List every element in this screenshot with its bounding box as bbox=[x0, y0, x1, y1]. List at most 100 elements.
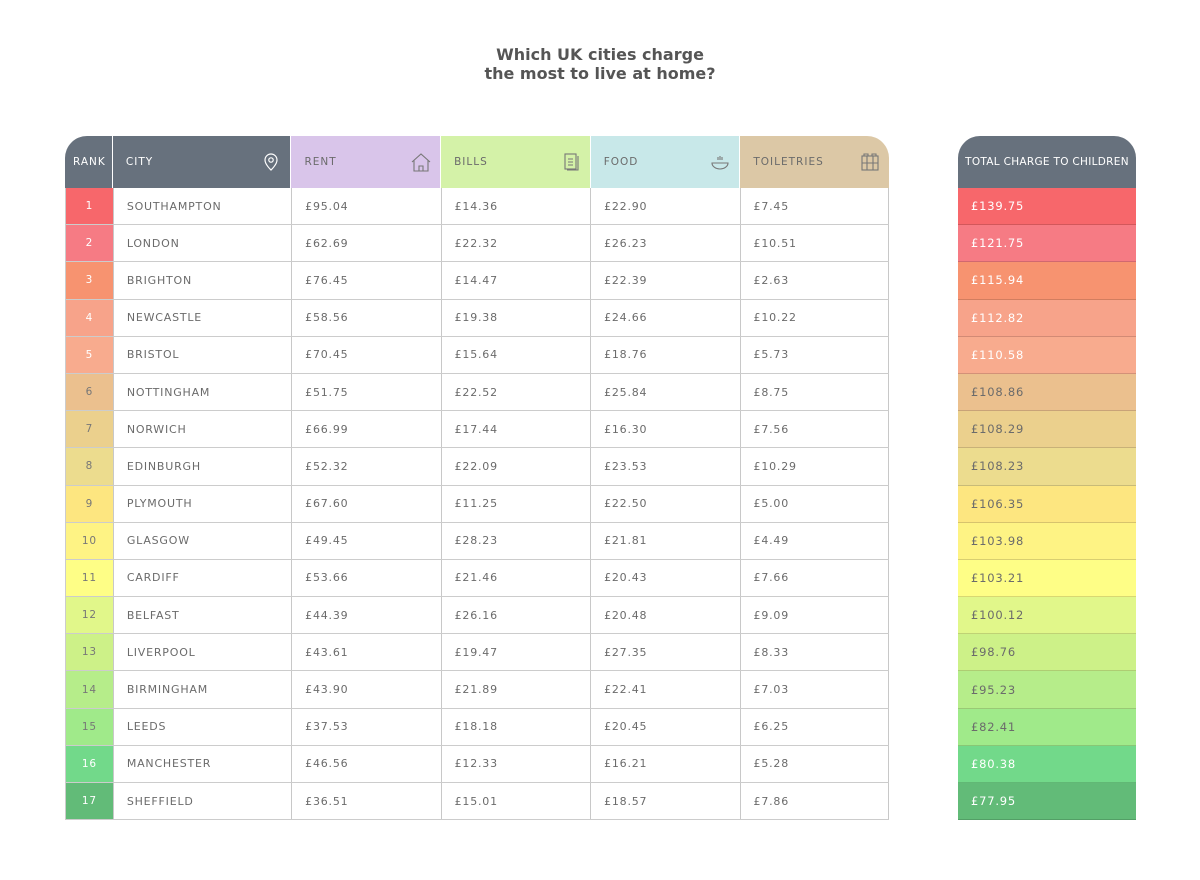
rent-cell: £76.45 bbox=[292, 262, 442, 299]
header-rank: RANK bbox=[65, 136, 113, 188]
rank-cell: 8 bbox=[66, 448, 114, 485]
city-cell: MANCHESTER bbox=[114, 745, 293, 782]
toiletries-cell: £6.25 bbox=[741, 708, 889, 745]
total-cell: £106.35 bbox=[958, 485, 1136, 523]
city-cell: SOUTHAMPTON bbox=[114, 188, 293, 225]
toiletries-cell: £8.75 bbox=[741, 373, 889, 411]
rank-cell: 14 bbox=[66, 671, 114, 708]
rank-cell: 2 bbox=[66, 225, 114, 262]
food-cell: £27.35 bbox=[591, 634, 741, 671]
bills-cell: £15.64 bbox=[442, 336, 592, 373]
rent-cell: £62.69 bbox=[292, 225, 442, 262]
food-cell: £25.84 bbox=[591, 373, 741, 411]
city-cell: NOTTINGHAM bbox=[114, 373, 293, 411]
header-total: TOTAL CHARGE TO CHILDREN bbox=[958, 136, 1136, 188]
house-icon bbox=[411, 153, 431, 172]
city-cell: LEEDS bbox=[114, 708, 293, 745]
rank-cell: 17 bbox=[66, 783, 114, 820]
header-bills: BILLS bbox=[441, 136, 591, 188]
rank-cell: 15 bbox=[66, 708, 114, 745]
total-cell: £95.23 bbox=[958, 671, 1136, 709]
toiletries-cell: £7.03 bbox=[741, 671, 889, 708]
rank-cell: 13 bbox=[66, 634, 114, 671]
toiletries-cell: £5.28 bbox=[741, 745, 889, 782]
header-food-label: FOOD bbox=[603, 156, 639, 168]
rent-cell: £37.53 bbox=[292, 708, 442, 745]
city-cell: GLASGOW bbox=[114, 522, 293, 559]
toiletries-cell: £10.51 bbox=[741, 225, 889, 262]
city-cell: LONDON bbox=[114, 225, 293, 262]
city-cell: NEWCASTLE bbox=[114, 299, 293, 336]
total-cell: £108.23 bbox=[958, 448, 1136, 486]
rank-cell: 3 bbox=[66, 262, 114, 299]
food-cell: £20.48 bbox=[591, 597, 741, 634]
food-cell: £16.21 bbox=[591, 745, 741, 782]
bills-cell: £26.16 bbox=[442, 597, 592, 634]
food-cell: £22.50 bbox=[591, 485, 741, 522]
table-row: 5 BRISTOL £70.45 £15.64 £18.76 £5.73 bbox=[66, 336, 889, 374]
city-cell: BRIGHTON bbox=[114, 262, 293, 299]
rent-cell: £36.51 bbox=[292, 783, 442, 820]
bills-cell: £22.32 bbox=[442, 225, 592, 262]
total-cell: £82.41 bbox=[958, 708, 1136, 746]
food-cell: £16.30 bbox=[591, 411, 741, 448]
table-row: 7 NORWICH £66.99 £17.44 £16.30 £7.56 bbox=[66, 411, 889, 449]
bills-cell: £21.89 bbox=[442, 671, 592, 708]
toiletries-cell: £4.49 bbox=[741, 522, 889, 559]
total-cell: £108.29 bbox=[958, 411, 1136, 449]
bills-cell: £11.25 bbox=[442, 485, 592, 522]
city-cell: NORWICH bbox=[114, 411, 293, 448]
header-bills-label: BILLS bbox=[454, 156, 488, 168]
bills-cell: £12.33 bbox=[442, 745, 592, 782]
document-icon bbox=[564, 153, 579, 171]
rent-cell: £53.66 bbox=[292, 559, 442, 597]
table-row: 9 PLYMOUTH £67.60 £11.25 £22.50 £5.00 bbox=[66, 485, 889, 523]
header-toiletries-label: TOILETRIES bbox=[753, 156, 824, 168]
total-cell: £139.75 bbox=[958, 188, 1136, 226]
bills-cell: £19.38 bbox=[442, 299, 592, 336]
toiletries-icon bbox=[861, 153, 879, 171]
table-row: 16 MANCHESTER £46.56 £12.33 £16.21 £5.28 bbox=[66, 745, 889, 783]
rent-cell: £67.60 bbox=[292, 485, 442, 522]
bills-cell: £14.36 bbox=[442, 188, 592, 225]
food-cell: £22.90 bbox=[591, 188, 741, 225]
rank-cell: 1 bbox=[66, 188, 114, 225]
bills-cell: £15.01 bbox=[442, 783, 592, 820]
bills-cell: £28.23 bbox=[442, 522, 592, 559]
table-row: 8 EDINBURGH £52.32 £22.09 £23.53 £10.29 bbox=[66, 448, 889, 486]
table-row: 6 NOTTINGHAM £51.75 £22.52 £25.84 £8.75 bbox=[66, 373, 889, 412]
total-cell: £77.95 bbox=[958, 783, 1136, 821]
toiletries-cell: £7.45 bbox=[741, 188, 889, 225]
table-header: RANK CITY RENT BILLS FOOD TOILETRIES bbox=[65, 136, 890, 188]
toiletries-cell: £5.00 bbox=[741, 485, 889, 522]
food-cell: £18.57 bbox=[591, 783, 741, 820]
toiletries-cell: £7.56 bbox=[741, 411, 889, 448]
rent-cell: £43.61 bbox=[292, 634, 442, 671]
rent-cell: £51.75 bbox=[292, 373, 442, 411]
rent-cell: £43.90 bbox=[292, 671, 442, 708]
city-cell: EDINBURGH bbox=[114, 448, 293, 485]
rank-cell: 7 bbox=[66, 411, 114, 448]
rent-cell: £52.32 bbox=[292, 448, 442, 485]
toiletries-cell: £7.86 bbox=[741, 783, 889, 820]
city-cell: BELFAST bbox=[114, 597, 293, 634]
bills-cell: £18.18 bbox=[442, 708, 592, 745]
city-cell: CARDIFF bbox=[114, 559, 293, 597]
rank-cell: 4 bbox=[66, 299, 114, 336]
rent-cell: £46.56 bbox=[292, 745, 442, 782]
city-cell: PLYMOUTH bbox=[114, 485, 293, 522]
header-food: FOOD bbox=[590, 136, 741, 188]
table-row: 17 SHEFFIELD £36.51 £15.01 £18.57 £7.86 bbox=[66, 783, 889, 821]
food-cell: £22.41 bbox=[591, 671, 741, 708]
total-cell: £100.12 bbox=[958, 597, 1136, 635]
toiletries-cell: £10.29 bbox=[741, 448, 889, 485]
toiletries-cell: £8.33 bbox=[741, 634, 889, 671]
toiletries-cell: £2.63 bbox=[741, 262, 889, 299]
table-row: 1 SOUTHAMPTON £95.04 £14.36 £22.90 £7.45 bbox=[66, 188, 889, 226]
table-row: 3 BRIGHTON £76.45 £14.47 £22.39 £2.63 bbox=[66, 262, 889, 300]
table-row: 10 GLASGOW £49.45 £28.23 £21.81 £4.49 bbox=[66, 522, 889, 560]
title-line-2: the most to live at home? bbox=[484, 64, 716, 83]
header-toiletries: TOILETRIES bbox=[740, 136, 890, 188]
total-cell: £112.82 bbox=[958, 299, 1136, 337]
table-row: 13 LIVERPOOL £43.61 £19.47 £27.35 £8.33 bbox=[66, 634, 889, 672]
